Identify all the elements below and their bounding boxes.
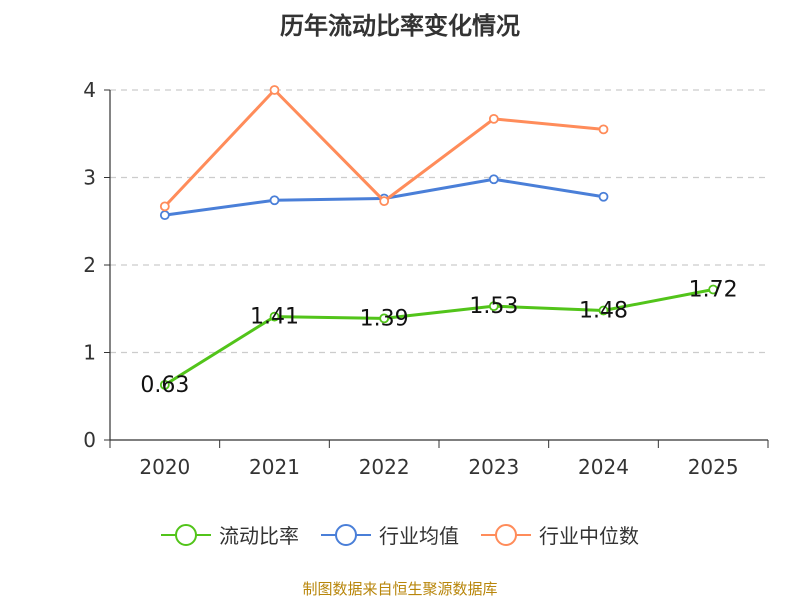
data-point-1 [488, 174, 499, 185]
data-point-1 [159, 210, 170, 221]
x-tick-label: 2023 [468, 455, 519, 479]
legend-swatch-current-ratio [161, 523, 211, 546]
data-point-1 [598, 191, 609, 202]
legend-label-industry-median: 行业中位数 [539, 524, 639, 548]
data-label: 1.72 [689, 278, 738, 303]
data-point-2 [598, 124, 609, 135]
legend-item-industry-mean[interactable]: 行业均值 [321, 520, 459, 549]
x-tick-label: 2020 [139, 455, 190, 479]
legend: 流动比率 行业均值 行业中位数 [0, 520, 800, 549]
y-tick-label: 1 [83, 341, 96, 365]
x-tick-label: 2022 [359, 455, 410, 479]
legend-swatch-industry-mean [321, 523, 371, 546]
data-label: 1.48 [579, 299, 628, 324]
data-point-0 [159, 379, 170, 390]
series-line-0 [164, 288, 714, 387]
series-line-2 [163, 88, 604, 208]
x-tick-label: 2025 [688, 455, 739, 479]
data-point-2 [488, 113, 499, 124]
data-point-2 [269, 85, 280, 95]
chart-title: 历年流动比率变化情况 [280, 12, 520, 40]
data-label: 1.39 [360, 306, 409, 331]
y-tick-label: 2 [83, 253, 96, 277]
y-tick-label: 3 [83, 166, 96, 190]
x-tick-label: 2024 [578, 455, 629, 479]
legend-item-current-ratio[interactable]: 流动比率 [161, 520, 299, 549]
data-point-0 [708, 284, 719, 295]
data-point-0 [598, 305, 609, 316]
data-label: 1.53 [469, 294, 518, 319]
source-note: 制图数据来自恒生聚源数据库 [302, 580, 498, 598]
data-point-0 [488, 301, 499, 312]
data-point-2 [159, 201, 170, 212]
data-label: 0.63 [140, 373, 189, 398]
data-point-2 [379, 196, 390, 207]
data-point-0 [269, 311, 280, 322]
legend-label-current-ratio: 流动比率 [219, 524, 299, 548]
legend-item-industry-median[interactable]: 行业中位数 [481, 520, 639, 549]
data-point-1 [269, 195, 280, 206]
x-tick-label: 2021 [249, 455, 300, 479]
y-tick-label: 0 [83, 428, 96, 452]
y-tick-label: 4 [83, 78, 96, 102]
legend-swatch-industry-median [481, 523, 531, 546]
legend-label-industry-mean: 行业均值 [379, 524, 459, 548]
data-label: 1.41 [250, 305, 299, 330]
data-point-0 [379, 313, 390, 324]
